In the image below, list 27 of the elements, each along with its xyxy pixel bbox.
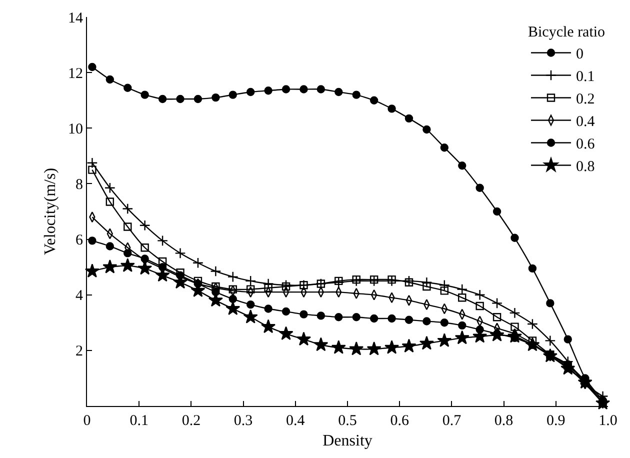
y-tick-label: 2 [76, 344, 83, 360]
legend-label: 0.2 [576, 92, 595, 108]
x-tick-label: 0.2 [182, 413, 201, 429]
x-tick-label: 0.4 [286, 413, 306, 429]
x-tick-label: 1.0 [598, 413, 618, 429]
legend-label: 0.6 [576, 136, 596, 153]
x-tick-label: 0 [83, 413, 91, 429]
x-tick-label: 0.9 [546, 413, 566, 429]
x-tick-label: 0.6 [390, 413, 410, 429]
y-tick-label: 10 [68, 121, 83, 138]
legend-label: 0.4 [576, 114, 596, 130]
y-tick-label: 8 [76, 176, 83, 193]
x-tick-label: 0.1 [130, 413, 148, 429]
x-axis-title: Density [322, 432, 372, 450]
legend-title: Bicycle ratio [528, 24, 606, 40]
x-tick-label: 0.5 [338, 413, 357, 429]
y-tick-label: 4 [76, 288, 84, 304]
y-tick-label: 6 [76, 232, 84, 249]
y-tick-label: 12 [68, 66, 83, 82]
legend-label: 0 [576, 46, 584, 63]
y-axis-title: Velocity(m/s) [42, 168, 59, 256]
x-tick-label: 0.3 [234, 413, 253, 429]
legend-label: 0.8 [576, 159, 595, 176]
x-tick-label: 0.7 [442, 413, 462, 429]
legend-label: 0.1 [576, 69, 595, 86]
x-tick-label: 0.8 [494, 413, 514, 429]
y-tick-label: 14 [68, 10, 84, 26]
